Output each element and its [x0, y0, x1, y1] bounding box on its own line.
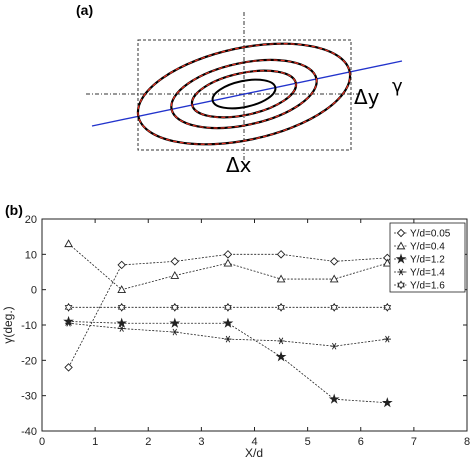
series-4	[64, 319, 391, 350]
data-point	[64, 302, 73, 312]
data-point	[171, 328, 179, 336]
y-tick-label: 10	[25, 249, 37, 261]
data-point	[276, 274, 286, 283]
x-tick-label: 1	[92, 436, 98, 448]
panel-a-label: (a)	[76, 2, 93, 18]
legend-item: Y/d=1.6	[394, 281, 445, 292]
data-point	[277, 337, 285, 345]
gamma-label: γ	[392, 76, 403, 97]
x-tick-label: 7	[411, 436, 417, 448]
data-point	[224, 302, 232, 312]
data-point	[328, 393, 340, 404]
x-tick-label: 2	[145, 436, 151, 448]
data-point	[223, 258, 233, 267]
legend-label: Y/d=0.4	[410, 242, 445, 253]
legend-label: Y/d=1.2	[410, 255, 445, 266]
legend-label: Y/d=1.6	[410, 281, 445, 292]
series-1	[64, 250, 392, 372]
legend-marker	[395, 253, 407, 264]
ellipse-outer	[136, 42, 352, 146]
data-point	[276, 250, 286, 259]
data-point	[224, 335, 232, 343]
x-tick-label: 8	[464, 436, 470, 448]
series-5	[64, 302, 392, 312]
legend: Y/d=0.05 Y/d=0.4 Y/d=1.2 Y/d=1.4 Y/d=1.6	[389, 222, 466, 293]
y-tick-label: -20	[21, 355, 37, 367]
x-tick-label: 3	[198, 436, 204, 448]
y-axis-label: γ(deg.)	[1, 306, 15, 343]
data-point	[116, 317, 128, 328]
delta-x-label: Δx	[226, 153, 252, 177]
y-ticks: -40 -30 -20 -10 0 10 20	[21, 214, 467, 438]
data-point	[170, 302, 179, 312]
delta-y-label: Δy	[354, 85, 380, 109]
data-point	[277, 302, 285, 312]
panel-b-label: (b)	[5, 202, 23, 218]
series-line	[68, 322, 388, 347]
data-point	[330, 302, 339, 312]
y-tick-label: -30	[21, 391, 37, 403]
y-tick-label: -10	[21, 320, 37, 332]
legend-label: Y/d=1.4	[410, 268, 445, 279]
data-point	[382, 258, 392, 267]
data-point	[329, 257, 339, 266]
data-point	[64, 319, 73, 327]
legend-marker	[397, 280, 405, 290]
data-point	[275, 351, 287, 362]
data-point	[169, 317, 181, 328]
x-tick-label: 5	[305, 436, 311, 448]
y-tick-label: -40	[21, 426, 37, 438]
x-tick-label: 6	[358, 436, 364, 448]
legend-item: Y/d=0.05	[394, 229, 451, 240]
legend-marker	[396, 241, 406, 250]
series-2	[64, 239, 392, 293]
data-point	[223, 250, 233, 259]
series-3	[63, 315, 393, 408]
data-point	[118, 325, 126, 332]
ellipse-inner-fit	[191, 70, 297, 118]
x-axis-label: X/d	[245, 446, 263, 460]
data-point	[383, 302, 392, 312]
data-point	[117, 302, 126, 312]
y-tick-label: 0	[31, 285, 37, 297]
y-tick-label: 20	[25, 214, 37, 226]
data-point	[64, 239, 73, 248]
legend-item: Y/d=1.4	[394, 268, 445, 279]
ellipse-core	[211, 78, 277, 110]
data-point	[64, 363, 73, 372]
series-line	[68, 321, 388, 404]
legend-item: Y/d=0.4	[394, 241, 445, 253]
ellipse-outer-fit	[137, 43, 351, 145]
data-point	[170, 257, 180, 266]
ellipse-mid-fit	[170, 59, 318, 129]
series-layer	[63, 239, 393, 408]
x-tick-label: 4	[251, 436, 257, 448]
data-point	[117, 285, 127, 293]
data-point	[330, 342, 338, 350]
x-ticks: 0 1 2 3 4 5 6 7 8	[39, 219, 470, 448]
legend-marker	[396, 228, 406, 238]
data-point	[381, 397, 393, 408]
legend-marker	[397, 268, 405, 276]
legend-item: Y/d=1.2	[394, 253, 445, 266]
legend-label: Y/d=0.05	[410, 229, 451, 240]
data-point	[117, 260, 126, 270]
data-point	[170, 271, 180, 279]
ellipse-diagram: Δx Δy γ	[86, 12, 403, 177]
data-point	[383, 335, 391, 343]
x-tick-label: 0	[39, 436, 45, 448]
data-point	[222, 317, 234, 328]
data-point	[329, 274, 339, 283]
